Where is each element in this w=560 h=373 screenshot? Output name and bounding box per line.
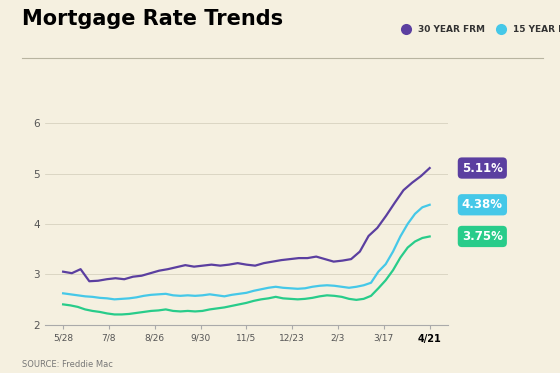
Text: 5.11%: 5.11%: [462, 162, 503, 175]
Text: SOURCE: Freddie Mac: SOURCE: Freddie Mac: [22, 360, 113, 369]
Text: 4.38%: 4.38%: [462, 198, 503, 211]
Text: 3.75%: 3.75%: [462, 230, 503, 243]
Legend: 30 YEAR FRM, 15 YEAR FRM, 5/1 ARM: 30 YEAR FRM, 15 YEAR FRM, 5/1 ARM: [393, 22, 560, 38]
Text: Mortgage Rate Trends: Mortgage Rate Trends: [22, 9, 283, 29]
